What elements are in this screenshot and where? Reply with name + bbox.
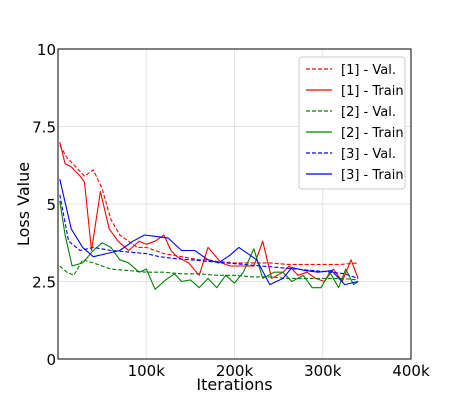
legend-label: [2] - Train xyxy=(341,126,404,141)
y-tick-label: 10 xyxy=(37,41,56,59)
legend-label: [3] - Val. xyxy=(341,147,396,162)
legend-label: [3] - Train xyxy=(341,168,404,183)
y-tick-label: 7.5 xyxy=(32,119,56,137)
y-tick-label: 5 xyxy=(46,196,56,214)
y-tick-labels: 0 2.5 5 7.5 10 xyxy=(32,41,56,369)
series-line-1 xyxy=(59,144,359,265)
series-line-5 xyxy=(59,194,359,279)
plot-frame xyxy=(57,48,412,360)
x-tick-label: 200k xyxy=(216,362,254,380)
y-tick-label: 2.5 xyxy=(32,274,56,292)
y-axis-label: Loss Value xyxy=(14,162,33,246)
legend: [1] - Val. [1] - Train [2] - Val. [2] - Tra… xyxy=(298,56,406,190)
series-line-2 xyxy=(59,141,359,283)
legend-label: [2] - Val. xyxy=(341,105,396,120)
x-axis-label: Iterations xyxy=(196,375,272,394)
series-line-4 xyxy=(59,200,359,290)
legend-label: [1] - Train xyxy=(341,84,404,99)
series-line-6 xyxy=(59,179,359,286)
legend-label: [1] - Val. xyxy=(341,63,396,78)
series-lines xyxy=(59,141,359,290)
x-tick-label: 400k xyxy=(392,362,430,380)
x-tick-labels: 100k 200k 300k 400k xyxy=(128,362,430,380)
x-tick-label: 100k xyxy=(128,362,166,380)
x-tick-label: 300k xyxy=(304,362,342,380)
y-tick-label: 0 xyxy=(46,351,56,369)
